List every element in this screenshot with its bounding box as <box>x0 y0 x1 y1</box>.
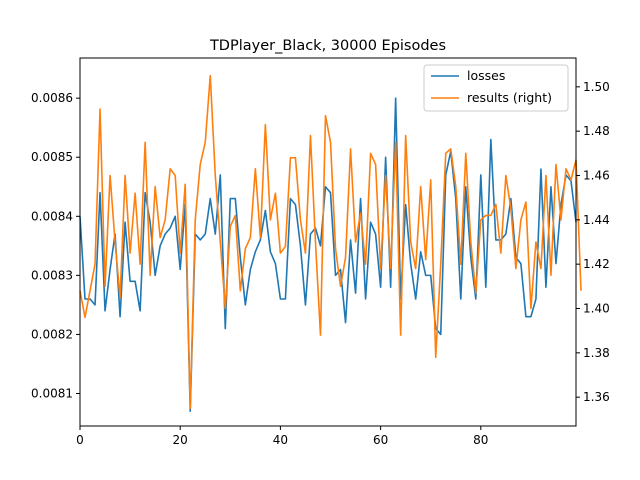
legend-box <box>423 64 569 112</box>
y-right-tick-label: 1.40 <box>583 302 610 316</box>
y-axis-left: 0.0081 0.0082 0.0083 0.0084 0.0085 0.0086 <box>31 91 80 401</box>
y-left-tick-label: 0.0083 <box>31 268 73 282</box>
y-right-tick-label: 1.42 <box>583 257 610 271</box>
y-right-tick-label: 1.44 <box>583 213 610 227</box>
x-axis: 0 20 40 60 80 <box>76 426 488 447</box>
y-right-tick-label: 1.50 <box>583 80 610 94</box>
y-right-tick-label: 1.46 <box>583 168 610 182</box>
plot-lines <box>79 74 582 413</box>
y-left-tick-label: 0.0084 <box>31 209 73 223</box>
x-tick-label: 80 <box>473 433 488 447</box>
legend-label-results: results (right) <box>467 90 552 105</box>
plot-frame <box>79 57 577 427</box>
y-right-tick-label: 1.48 <box>583 124 610 138</box>
x-tick-label: 20 <box>173 433 188 447</box>
x-tick-label: 0 <box>76 433 84 447</box>
y-left-tick-label: 0.0082 <box>31 327 73 341</box>
x-tick-label: 40 <box>273 433 288 447</box>
x-tick-label: 60 <box>373 433 388 447</box>
series-line-results <box>79 74 582 410</box>
y-left-tick-label: 0.0081 <box>31 387 73 401</box>
y-left-tick-label: 0.0085 <box>31 150 73 164</box>
y-right-tick-label: 1.36 <box>583 390 610 404</box>
legend: losses results (right) <box>423 64 569 112</box>
legend-label-losses: losses <box>467 68 505 83</box>
y-right-tick-label: 1.38 <box>583 346 610 360</box>
y-left-tick-label: 0.0086 <box>31 91 73 105</box>
chart-title: TDPlayer_Black, 30000 Episodes <box>209 38 446 54</box>
y-axis-right: 1.36 1.38 1.40 1.42 1.44 1.46 1.48 1.50 <box>576 80 610 404</box>
series-line-losses <box>79 97 577 413</box>
